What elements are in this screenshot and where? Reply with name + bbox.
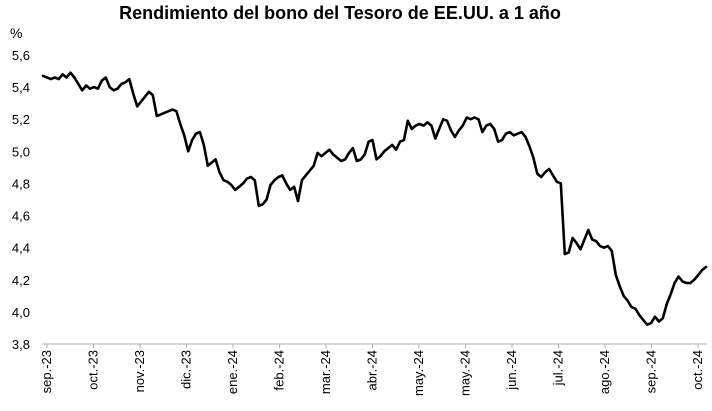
x-tick-label: oct.-24 (690, 350, 705, 390)
y-axis-unit: % (10, 25, 22, 41)
x-tick-label: ene.-24 (225, 350, 240, 394)
y-tick-label: 4,6 (12, 209, 30, 224)
x-tick-label: ago.-24 (597, 350, 612, 394)
y-tick-label: 5,0 (12, 144, 30, 159)
y-axis-ticks: 3,8 4,0 4,2 4,4 4,6 4,8 5,0 5,2 5,4 5,6 (12, 48, 30, 352)
x-tick-label: abr.-24 (365, 350, 380, 390)
x-tick-label: dic.-23 (179, 350, 194, 389)
x-tick-label: nov.-23 (132, 350, 147, 392)
x-tick-label: sep.-24 (644, 350, 659, 393)
y-tick-label: 5,2 (12, 112, 30, 127)
x-tick-label: feb.-24 (272, 350, 287, 390)
x-tick-label: mar.-24 (318, 350, 333, 394)
y-tick-label: 5,6 (12, 48, 30, 63)
x-tick-label: jul.-24 (551, 350, 566, 386)
series-line (41, 71, 708, 326)
y-tick-label: 5,4 (12, 80, 30, 95)
x-axis-ticks: sep.-23 oct.-23 nov.-23 dic.-23 ene.-24 feb.-… (39, 350, 705, 396)
y-tick-label: 4,8 (12, 176, 30, 191)
x-tick-label: jun.-24 (504, 350, 519, 391)
y-tick-label: 4,4 (12, 241, 30, 256)
x-tick-label: sep.-23 (39, 350, 54, 393)
y-tick-label: 4,2 (12, 273, 30, 288)
x-tick-label: may.-24 (458, 350, 473, 396)
y-tick-label: 3,8 (12, 337, 30, 352)
y-tick-label: 4,0 (12, 305, 30, 320)
chart-title: Rendimiento del bono del Tesoro de EE.UU… (119, 3, 561, 23)
x-tick-label: oct.-23 (86, 350, 101, 390)
x-tick-label: may.-24 (411, 350, 426, 396)
x-axis-tick-marks (46, 344, 699, 348)
